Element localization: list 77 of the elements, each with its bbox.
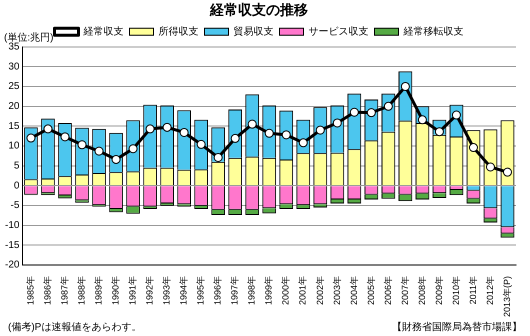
text: (備考)Pは速報値をあらわす。	[8, 320, 142, 333]
point	[180, 128, 189, 137]
x-tick-label: 2008年	[416, 276, 427, 306]
point	[452, 110, 461, 120]
x-tick-label: 2013年(P)	[502, 276, 512, 318]
x-tick-label: 2007年	[400, 276, 410, 306]
y-tick-label: 15	[8, 120, 20, 132]
chart-title: 経常収支の推移	[209, 1, 308, 18]
point	[384, 102, 393, 111]
y-tick-label: 30	[8, 61, 20, 72]
y-tick-label: -15	[5, 240, 20, 251]
point	[282, 130, 291, 140]
y-tick-label: 25	[8, 81, 20, 92]
point	[468, 143, 478, 152]
x-tick-label: 2001年	[298, 276, 308, 306]
y-axis-title: (単位:兆円)	[4, 32, 54, 44]
legend-label: サービス収支	[308, 26, 368, 38]
point	[298, 138, 308, 148]
point	[248, 120, 257, 129]
point	[230, 134, 240, 143]
point	[26, 134, 36, 143]
point	[128, 144, 138, 154]
point	[502, 168, 512, 177]
y-tick-label: -20	[5, 260, 20, 271]
y-tick-label: 10	[8, 140, 20, 152]
point	[43, 124, 52, 134]
x-tick-label: 2005年	[366, 276, 376, 306]
point	[146, 124, 155, 134]
y-tick-label: 20	[8, 101, 20, 112]
x-tick-label: 2000年	[280, 276, 291, 306]
legend-label: 所得収支	[158, 26, 198, 38]
x-tick-label: 1988年	[76, 276, 87, 306]
point	[60, 132, 70, 142]
point	[196, 140, 206, 149]
x-tick-label: 2004年	[348, 276, 359, 306]
point	[366, 108, 376, 118]
x-tick-label: 1994年	[178, 276, 189, 306]
x-tick-label: 1993年	[162, 276, 172, 306]
x-tick-label: 1989年	[94, 276, 104, 306]
point	[94, 146, 104, 156]
point	[350, 108, 359, 117]
legend-label: 経常移転収支	[402, 26, 464, 38]
x-tick-label: 1991年	[128, 276, 138, 306]
point	[162, 122, 172, 132]
point	[316, 126, 325, 135]
x-tick-label: 2003年	[332, 276, 342, 306]
legend-label: 貿易収支	[234, 26, 274, 38]
x-tick-label: 1985年	[25, 276, 36, 306]
point	[332, 118, 342, 128]
y-tick-label: 35	[8, 42, 20, 53]
x-tick-label: 1997年	[230, 276, 240, 306]
point	[78, 140, 87, 150]
x-tick-label: 1998年	[246, 276, 257, 306]
y-tick-label: -5	[10, 200, 20, 212]
x-tick-label: 1992年	[144, 276, 155, 306]
legend-label: 経常収支	[82, 26, 124, 38]
y-tick-label: 5	[14, 160, 20, 172]
text: 【財務省国際局為替市場課】	[392, 320, 522, 333]
x-tick-label: 2009年	[434, 276, 444, 306]
y-tick-label: -10	[5, 220, 20, 232]
point	[486, 162, 495, 172]
x-tick-label: 2011年	[468, 276, 478, 304]
x-tick-label: 1996年	[212, 276, 223, 306]
x-tick-label: 1987年	[59, 276, 70, 306]
x-tick-label: 1990年	[110, 276, 121, 306]
x-tick-label: 2006年	[382, 276, 393, 306]
point	[400, 82, 410, 91]
point	[264, 128, 274, 138]
x-tick-label: 1995年	[196, 276, 206, 306]
x-tick-label: 2010年	[450, 276, 461, 306]
x-tick-label: 1986年	[42, 276, 52, 306]
point	[112, 154, 121, 164]
x-tick-label: 2012年	[484, 276, 495, 306]
x-tick-label: 2002年	[314, 276, 325, 306]
y-tick-label: 0	[14, 180, 20, 192]
x-tick-label: 1999年	[264, 276, 274, 306]
point	[214, 152, 223, 162]
